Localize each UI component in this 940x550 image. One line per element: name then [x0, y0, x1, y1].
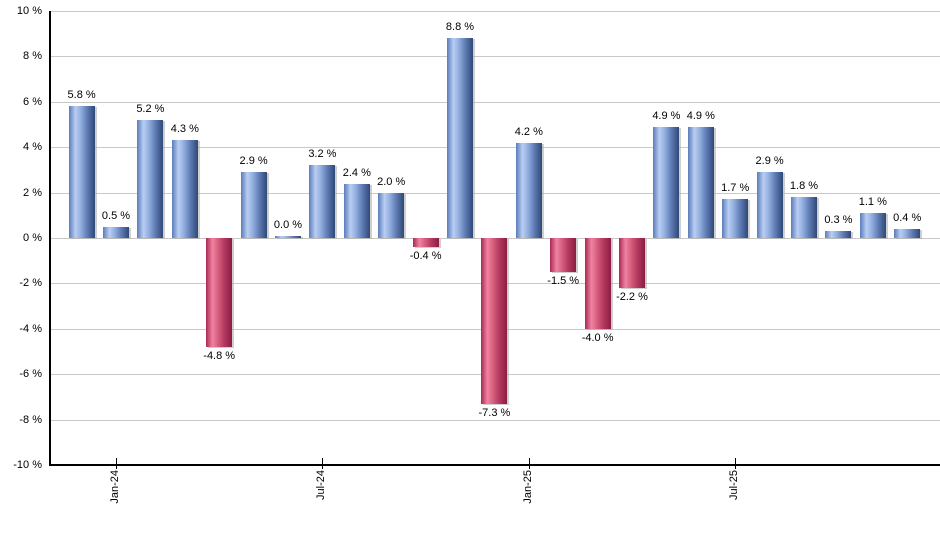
- x-axis-tick: [528, 458, 530, 469]
- bar-value-label: 0.0 %: [273, 219, 303, 231]
- bar-value-label: -1.5 %: [547, 275, 580, 288]
- x-axis-line: [49, 464, 940, 466]
- bar-value-label: 3.2 %: [308, 148, 337, 161]
- bar-Sep-24: [378, 192, 405, 238]
- bar-value-label: 4.9 %: [686, 109, 715, 122]
- bar-value-label: 0.5 %: [101, 209, 131, 222]
- bar-Nov-24: [447, 38, 473, 238]
- bar-Jul-25: [722, 199, 749, 238]
- x-axis-tick-label: Jan-25: [521, 470, 534, 504]
- bar-value-label: -0.4 %: [409, 250, 442, 263]
- bar-May-25: [653, 126, 680, 238]
- y-axis-tick-label: -10 %: [13, 459, 42, 471]
- y-axis-tick-label: 0 %: [23, 232, 42, 244]
- bar-Sep-25: [791, 197, 817, 238]
- bar-Aug-25: [756, 172, 783, 238]
- bar-value-label: 4.3 %: [170, 123, 199, 136]
- bar-Oct-25: [825, 231, 852, 238]
- bar-Feb-25: [550, 238, 577, 273]
- bar-value-label: 2.9 %: [239, 155, 268, 168]
- y-axis-tick-label: 10 %: [16, 5, 42, 17]
- gridline: [50, 101, 940, 103]
- y-axis-line: [49, 11, 51, 466]
- x-axis-tick: [116, 458, 117, 469]
- bar-Jul-24: [309, 165, 336, 238]
- y-axis-tick-label: 8 %: [23, 50, 42, 63]
- bar-value-label: -2.2 %: [616, 290, 648, 303]
- bar-value-label: 5.8 %: [67, 89, 96, 102]
- bar-Jun-24: [275, 236, 301, 238]
- bar-value-label: 1.7 %: [721, 182, 750, 195]
- gridline: [50, 11, 940, 12]
- bar-Mar-25: [584, 238, 611, 329]
- bar-Dec-24: [481, 238, 508, 404]
- x-axis-tick-label: Jan-24: [109, 470, 121, 504]
- bar-value-label: 2.9 %: [755, 155, 784, 168]
- bar-value-label: 2.4 %: [342, 166, 371, 179]
- y-axis-tick-label: 6 %: [23, 95, 42, 108]
- bar-Nov-25: [859, 213, 886, 238]
- bar-Jan-24: [103, 226, 129, 238]
- y-axis-tick-label: -2 %: [19, 277, 42, 290]
- x-axis-tick-label: Jul-24: [315, 470, 328, 500]
- bar-value-label: 5.2 %: [136, 102, 165, 115]
- bar-value-label: 0.4 %: [893, 211, 922, 224]
- gridline: [50, 56, 940, 58]
- y-axis-tick-label: 2 %: [23, 186, 42, 199]
- bar-Oct-24: [412, 238, 439, 248]
- bar-Feb-24: [137, 119, 164, 238]
- bar-Mar-24: [171, 140, 198, 238]
- bar-value-label: 4.2 %: [514, 125, 543, 138]
- bar-value-label: -7.3 %: [478, 406, 511, 419]
- x-axis-tick: [735, 458, 737, 469]
- bar-Apr-25: [619, 238, 645, 288]
- y-axis-tick-label: 4 %: [23, 141, 42, 154]
- y-axis-tick-label: -8 %: [19, 413, 42, 426]
- bar-Dec-23: [68, 106, 95, 238]
- bar-Aug-24: [343, 183, 370, 238]
- x-axis-tick-label: Jul-25: [728, 470, 741, 500]
- bar-value-label: -4.0 %: [581, 331, 614, 344]
- y-axis-tick-label: -6 %: [19, 368, 42, 381]
- bar-Apr-24: [206, 238, 233, 347]
- bar-value-label: 0.3 %: [824, 214, 853, 227]
- gridline: [50, 192, 940, 194]
- gridline: [50, 419, 940, 421]
- x-axis-tick: [322, 458, 324, 469]
- bar-value-label: 4.9 %: [652, 109, 681, 122]
- bar-Jan-25: [515, 142, 542, 238]
- bar-value-label: 1.8 %: [789, 180, 819, 193]
- bar-Jun-25: [687, 126, 714, 238]
- bar-value-label: 2.0 %: [377, 175, 406, 188]
- bar-May-24: [240, 172, 267, 238]
- bar-value-label: 1.1 %: [858, 196, 887, 209]
- bar-Dec-25: [894, 228, 921, 238]
- y-axis-tick-label: -4 %: [19, 322, 42, 335]
- bar-value-label: 8.8 %: [445, 21, 475, 34]
- gridline: [50, 147, 940, 149]
- bar-value-label: -4.8 %: [203, 349, 236, 362]
